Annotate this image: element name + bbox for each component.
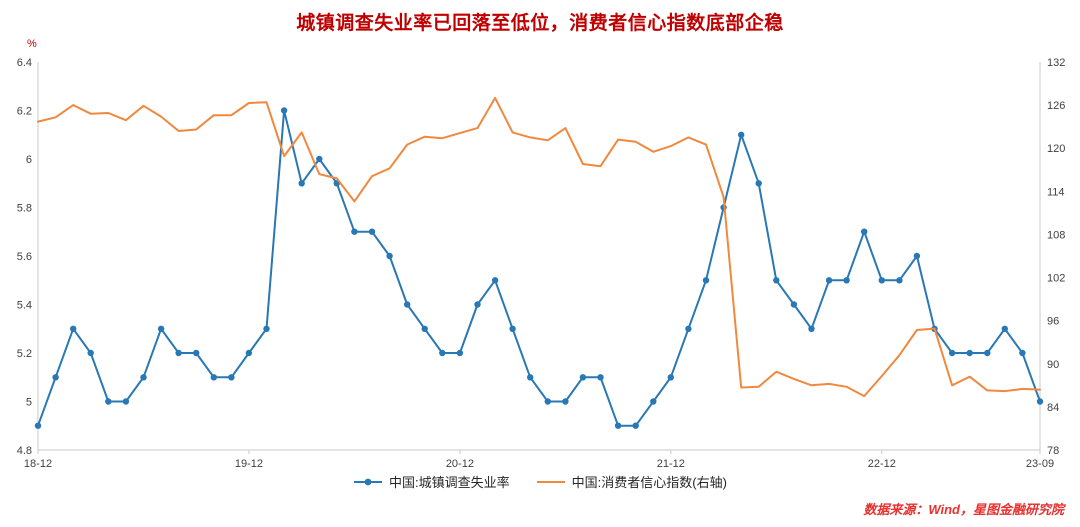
data-point-marker xyxy=(316,155,323,163)
data-point-marker xyxy=(157,325,165,332)
x-axis-tick-label: 21-12 xyxy=(657,458,685,470)
data-point-marker xyxy=(896,277,903,284)
legend-item-confidence: 中国:消费者信心指数(右轴) xyxy=(536,472,727,491)
data-point-marker xyxy=(861,228,868,235)
data-point-marker xyxy=(456,349,464,357)
data-point-marker xyxy=(52,374,59,381)
data-point-marker xyxy=(245,349,253,357)
data-point-marker xyxy=(614,422,622,429)
data-point-marker xyxy=(790,301,798,308)
data-point-marker xyxy=(421,325,428,332)
legend-item-unemployment: 中国:城镇调查失业率 xyxy=(353,472,510,491)
data-point-marker xyxy=(948,349,956,357)
data-point-marker xyxy=(527,374,534,381)
data-point-marker xyxy=(175,349,182,357)
left-axis-tick-label: 5.4 xyxy=(17,300,32,312)
right-axis-tick-label: 78 xyxy=(1047,445,1059,457)
right-axis-tick-label: 120 xyxy=(1047,143,1065,155)
data-point-marker xyxy=(70,325,77,332)
left-axis-unit-label: % xyxy=(27,38,37,50)
data-point-marker xyxy=(544,398,551,405)
x-axis-tick-label: 20-12 xyxy=(446,458,474,470)
left-axis-tick-label: 5.8 xyxy=(17,203,32,215)
x-axis-tick-label: 19-12 xyxy=(235,458,263,470)
data-point-marker xyxy=(755,180,762,187)
chart-legend: 中国:城镇调查失业率 中国:消费者信心指数(右轴) xyxy=(0,472,1080,491)
data-point-marker xyxy=(773,277,780,284)
data-point-marker xyxy=(474,301,481,308)
data-point-marker xyxy=(738,131,745,138)
data-point-marker xyxy=(491,277,499,284)
data-point-marker xyxy=(984,349,991,357)
chart-title: 城镇调查失业率已回落至低位，消费者信心指数底部企稳 xyxy=(296,13,784,34)
right-axis-tick-label: 96 xyxy=(1047,316,1059,328)
data-point-marker xyxy=(562,398,569,405)
data-point-marker xyxy=(105,398,112,405)
data-point-marker xyxy=(808,325,815,332)
left-axis-tick-label: 6.2 xyxy=(17,106,32,118)
data-point-marker xyxy=(193,349,200,357)
right-axis-tick-label: 108 xyxy=(1047,229,1065,241)
data-point-marker xyxy=(140,374,147,381)
right-axis-tick-label: 84 xyxy=(1047,402,1059,414)
data-point-marker xyxy=(509,325,516,332)
legend-label-confidence: 中国:消费者信心指数(右轴) xyxy=(571,475,727,490)
data-point-marker xyxy=(228,374,235,381)
data-point-marker xyxy=(263,325,270,332)
data-point-marker xyxy=(1019,349,1026,357)
data-point-marker xyxy=(913,252,921,260)
data-point-marker xyxy=(34,422,42,429)
data-point-marker xyxy=(351,228,358,235)
data-point-marker xyxy=(685,325,692,332)
left-axis-tick-label: 5.2 xyxy=(17,348,32,360)
legend-swatch-confidence xyxy=(536,480,565,483)
data-point-marker xyxy=(386,252,393,260)
left-axis-tick-label: 5 xyxy=(26,397,32,409)
left-axis-tick-label: 4.8 xyxy=(17,445,32,457)
data-point-marker xyxy=(825,277,833,284)
series-line-1 xyxy=(37,96,1041,398)
data-point-marker xyxy=(579,374,587,381)
data-point-marker xyxy=(667,374,674,381)
series-line-0 xyxy=(37,109,1041,427)
data-point-marker xyxy=(1036,398,1044,405)
data-point-marker xyxy=(966,349,973,357)
data-point-marker xyxy=(404,301,411,308)
x-axis-tick-label: 23-09 xyxy=(1026,458,1054,470)
data-point-marker xyxy=(122,398,130,405)
data-point-marker xyxy=(702,277,710,284)
right-axis-tick-label: 114 xyxy=(1047,186,1065,198)
data-point-marker xyxy=(368,228,376,235)
data-point-marker xyxy=(439,349,446,357)
right-axis-tick-label: 102 xyxy=(1047,273,1065,285)
legend-swatch-unemployment xyxy=(354,478,383,485)
left-axis-tick-label: 5.6 xyxy=(17,251,32,263)
data-point-marker xyxy=(597,374,604,381)
right-axis-tick-label: 132 xyxy=(1047,57,1065,69)
left-axis-tick-label: 6 xyxy=(26,154,32,166)
x-axis-tick-label: 22-12 xyxy=(868,458,896,470)
x-axis-tick-label: 18-12 xyxy=(24,458,52,470)
right-axis-tick-label: 126 xyxy=(1047,100,1065,112)
data-point-marker xyxy=(878,277,885,284)
data-point-marker xyxy=(1001,325,1008,332)
right-axis-tick-label: 90 xyxy=(1047,359,1059,371)
legend-label-unemployment: 中国:城镇调查失业率 xyxy=(389,475,510,490)
data-point-marker xyxy=(210,374,217,381)
data-point-marker xyxy=(298,180,305,187)
chart-canvas: 4.8 5 5.2 5.4 5.6 5.8 6 6.2 6.4 78 84 90 96 102 108 114… xyxy=(17,57,1066,470)
left-axis-tick-label: 6.4 xyxy=(17,57,32,69)
data-point-marker xyxy=(280,107,288,114)
data-point-marker xyxy=(650,398,657,405)
data-point-marker xyxy=(843,277,850,284)
data-point-marker xyxy=(632,422,639,429)
data-point-marker xyxy=(87,349,94,357)
source-note: 数据来源：Wind，星图金融研究院 xyxy=(863,502,1064,517)
